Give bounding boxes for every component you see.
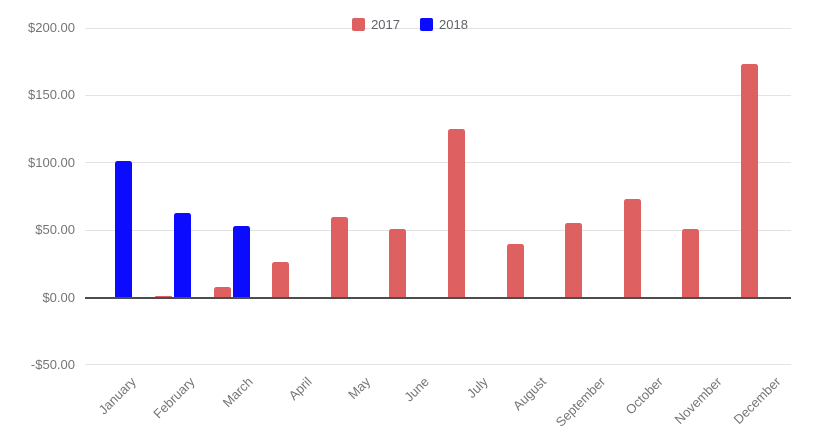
y-tick-label-150: $150.00 bbox=[28, 87, 75, 103]
legend-item-2017[interactable]: 2017 bbox=[352, 17, 400, 32]
bar-2017-may[interactable] bbox=[330, 216, 348, 298]
y-tick-label-100: $100.00 bbox=[28, 154, 75, 170]
bar-2017-july[interactable] bbox=[447, 129, 465, 298]
bar-2017-december[interactable] bbox=[740, 64, 758, 298]
x-axis-line bbox=[85, 296, 791, 299]
x-tick-label-september: September bbox=[552, 374, 608, 430]
y-tick-label-0: $0.00 bbox=[42, 289, 75, 305]
x-tick-label-may: May bbox=[345, 374, 374, 402]
legend-item-2018[interactable]: 2018 bbox=[420, 17, 468, 32]
bar-2018-march[interactable] bbox=[232, 226, 250, 298]
gridline-200 bbox=[85, 27, 791, 29]
legend-label-2017: 2017 bbox=[371, 17, 400, 32]
bar-2017-october[interactable] bbox=[623, 199, 641, 298]
legend-swatch-2017-icon bbox=[352, 18, 366, 31]
legend-label-2018: 2018 bbox=[439, 17, 468, 32]
bar-2017-april[interactable] bbox=[272, 262, 290, 298]
y-tick-label-50: $50.00 bbox=[35, 222, 75, 238]
bar-2017-march[interactable] bbox=[213, 286, 231, 298]
x-tick-label-july: July bbox=[463, 374, 491, 401]
x-tick-label-october: October bbox=[622, 374, 667, 418]
bar-2017-august[interactable] bbox=[506, 243, 524, 298]
x-tick-label-december: December bbox=[730, 374, 784, 428]
chart-legend: 2017 2018 bbox=[0, 17, 820, 32]
gridline--50 bbox=[85, 364, 791, 366]
x-tick-label-february: February bbox=[150, 374, 198, 422]
bar-2017-november[interactable] bbox=[682, 228, 700, 298]
bar-2018-january[interactable] bbox=[115, 161, 133, 298]
x-tick-label-january: January bbox=[95, 374, 139, 418]
bar-2017-june[interactable] bbox=[389, 228, 407, 298]
y-tick-label--50: -$50.00 bbox=[30, 356, 75, 372]
bar-2017-september[interactable] bbox=[565, 223, 583, 298]
y-tick-label-200: $200.00 bbox=[28, 20, 75, 35]
legend-swatch-2018-icon bbox=[420, 18, 433, 31]
gridline-50 bbox=[85, 229, 791, 231]
gridline-100 bbox=[85, 162, 791, 164]
x-tick-label-november: November bbox=[671, 374, 725, 428]
x-tick-label-june: June bbox=[401, 374, 432, 405]
x-tick-label-april: April bbox=[285, 374, 315, 404]
x-tick-label-august: August bbox=[509, 374, 550, 414]
bar-2018-february[interactable] bbox=[173, 212, 191, 298]
x-tick-label-march: March bbox=[219, 374, 257, 411]
gridline-150 bbox=[85, 94, 791, 96]
